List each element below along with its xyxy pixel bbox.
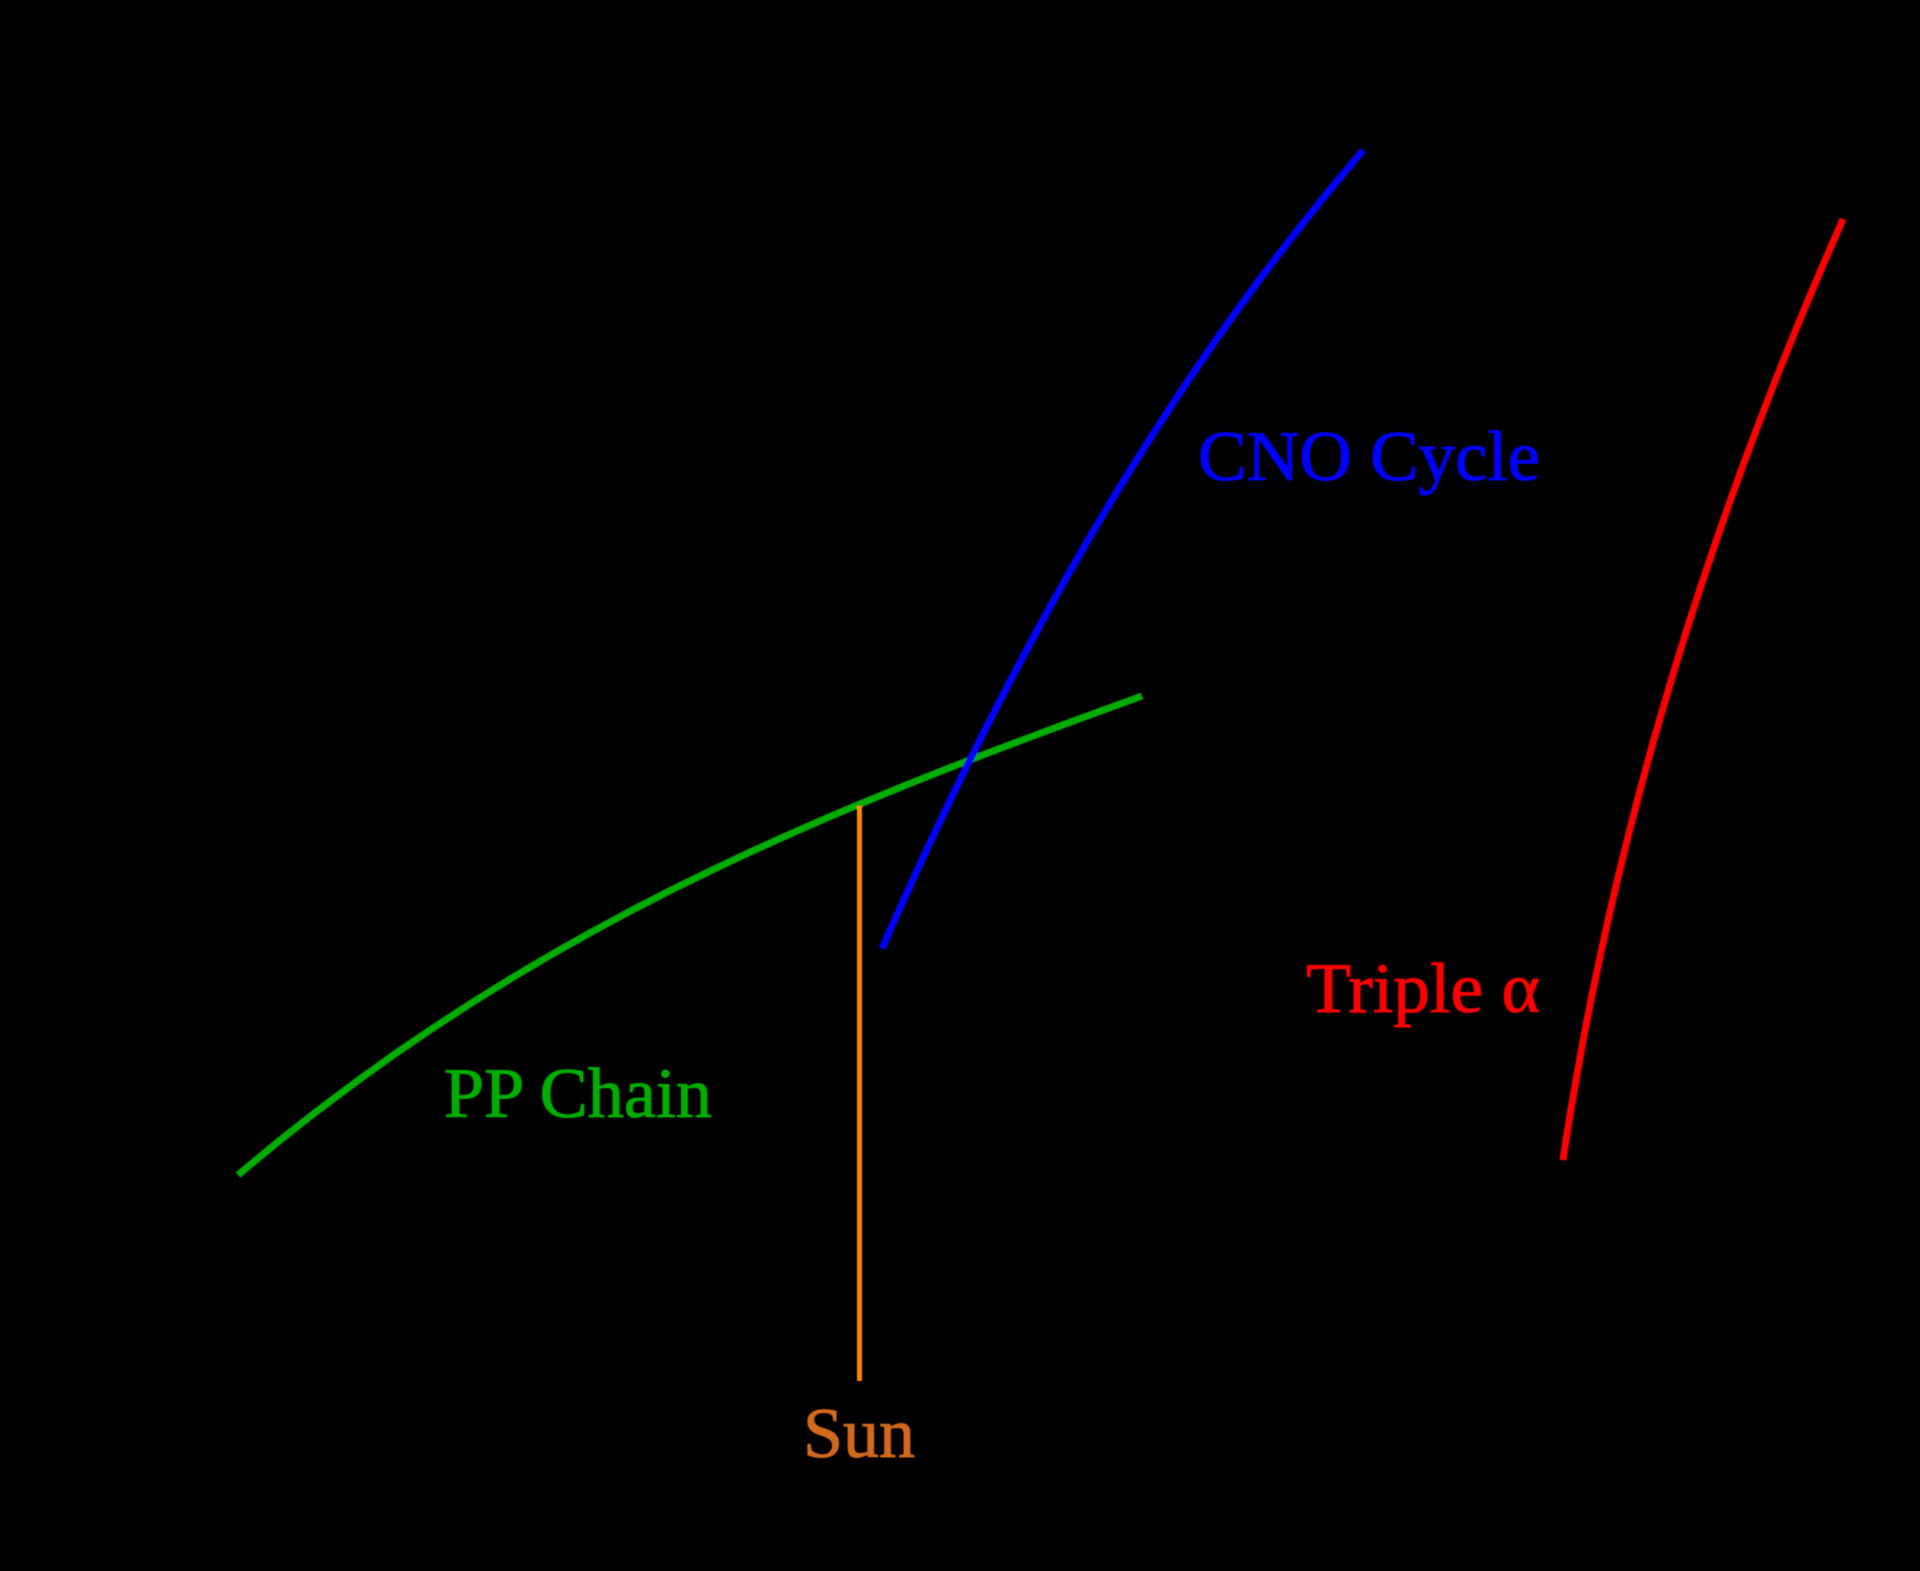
svg-text:Sun: Sun <box>803 1395 915 1473</box>
svg-text:CNO Cycle: CNO Cycle <box>1198 418 1540 496</box>
svg-text:PP Chain: PP Chain <box>444 1055 712 1133</box>
svg-text:Triple α: Triple α <box>1306 950 1540 1028</box>
